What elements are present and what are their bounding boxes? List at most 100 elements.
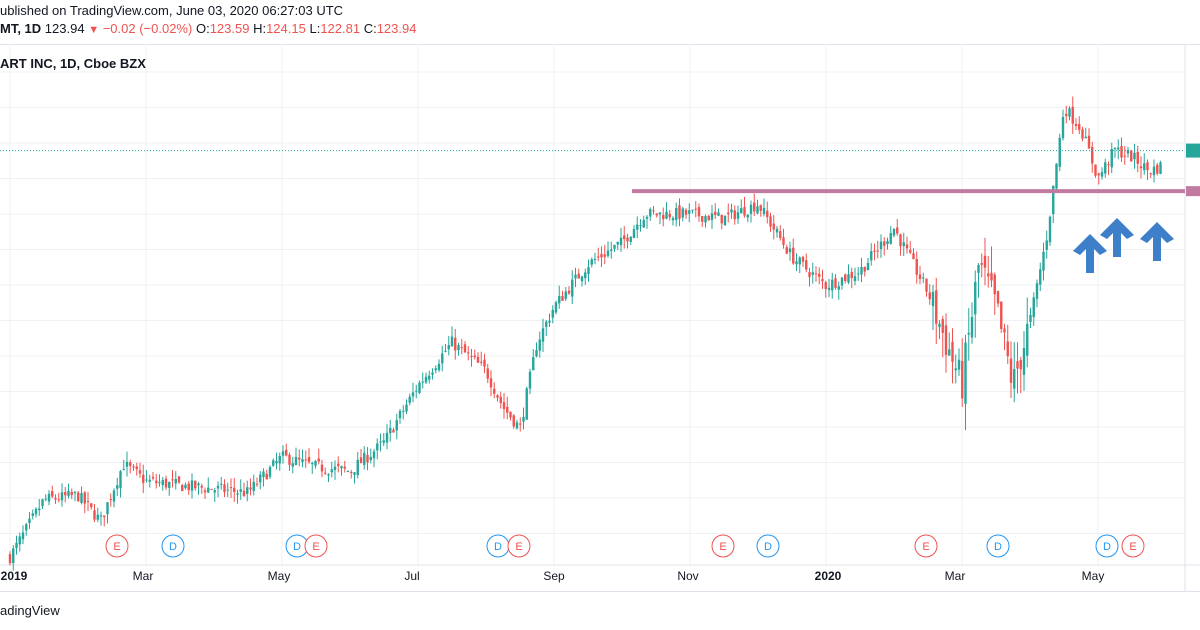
candle-body — [441, 353, 444, 364]
candle-body — [1110, 149, 1113, 168]
candle-body — [990, 272, 993, 281]
candle-body — [86, 501, 90, 503]
candle-body — [837, 286, 840, 290]
candle-body — [512, 415, 515, 427]
candle-body — [931, 291, 935, 307]
candle-body — [314, 460, 317, 466]
candle-body — [187, 483, 190, 491]
candle-body — [645, 216, 649, 219]
candle-body — [223, 484, 226, 493]
candle-body — [1035, 283, 1039, 299]
earnings-marker[interactable]: E — [105, 534, 129, 558]
dividend-marker[interactable]: D — [161, 534, 185, 558]
earnings-marker[interactable]: E — [914, 534, 938, 558]
candle-body — [467, 352, 470, 354]
candle-body — [454, 337, 457, 351]
candle-body — [307, 457, 311, 462]
candle-body — [603, 254, 606, 257]
candle-body — [808, 272, 811, 277]
dividend-marker[interactable]: D — [486, 534, 510, 558]
candle-body — [437, 363, 441, 371]
earnings-marker[interactable]: E — [711, 534, 735, 558]
candle-body — [795, 261, 798, 265]
candle-body — [356, 459, 359, 476]
candle-body — [181, 484, 184, 492]
candle-body — [1009, 358, 1013, 383]
candle-body — [320, 464, 324, 472]
candle-body — [967, 332, 970, 335]
event-label: D — [764, 541, 772, 553]
candle-body — [525, 388, 528, 420]
x-tick-label: Mar — [945, 569, 966, 583]
candle-body — [376, 443, 379, 451]
candle-body — [515, 422, 519, 429]
candle-body — [886, 240, 889, 245]
candle-body — [463, 344, 467, 353]
candle-body — [805, 260, 808, 270]
candle-body — [912, 253, 915, 260]
candle-body — [424, 376, 428, 383]
candle-body — [148, 479, 151, 482]
candle-body — [996, 291, 1000, 304]
candle-body — [1019, 359, 1022, 370]
candle-body — [298, 457, 301, 460]
candle-body — [366, 454, 369, 463]
candle-body — [405, 404, 408, 412]
event-circle — [711, 534, 735, 558]
dividend-marker[interactable]: D — [756, 534, 780, 558]
event-label: E — [113, 541, 120, 553]
candle-body — [70, 491, 73, 496]
candle-body — [538, 339, 541, 351]
candle-body — [96, 514, 99, 520]
candle-body — [889, 232, 892, 244]
event-label: E — [1129, 541, 1136, 553]
candle-body — [883, 241, 886, 246]
candle-body — [268, 466, 272, 477]
candle-body — [1058, 137, 1061, 167]
candle-body — [551, 309, 554, 318]
candle-body — [444, 350, 447, 352]
candle-body — [987, 273, 990, 277]
candle-body — [1000, 301, 1003, 329]
candle-body — [171, 479, 174, 481]
candle-body — [915, 259, 918, 275]
candle-body — [658, 212, 662, 215]
published-text: ublished on TradingView.com, June 03, 20… — [0, 3, 344, 18]
earnings-marker[interactable]: E — [304, 534, 328, 558]
earnings-marker[interactable]: E — [1121, 534, 1145, 558]
candle-body — [606, 250, 610, 256]
candle-body — [1107, 164, 1110, 166]
candle-body — [974, 281, 977, 315]
candle-body — [1130, 150, 1133, 162]
candle-body — [561, 296, 564, 301]
candle-body — [954, 368, 957, 371]
event-circle — [105, 534, 129, 558]
x-tick-label: May — [268, 569, 291, 583]
candle-body — [558, 295, 561, 304]
candle-body — [1159, 162, 1162, 174]
candle-body — [743, 207, 746, 216]
candle-body — [340, 466, 343, 469]
candle-body — [213, 490, 216, 493]
candle-body — [548, 320, 551, 323]
candle-body — [262, 471, 265, 478]
dividend-marker[interactable]: D — [986, 534, 1010, 558]
earnings-marker[interactable]: E — [507, 534, 531, 558]
candle-body — [64, 492, 67, 496]
dividend-marker[interactable]: D — [1095, 534, 1119, 558]
candle-body — [970, 316, 974, 338]
candle-body — [580, 276, 584, 282]
candle-body — [762, 207, 766, 215]
high-label: H: — [253, 21, 267, 36]
last-price-marker — [1186, 143, 1200, 158]
candle-body — [457, 345, 460, 351]
overlays — [0, 143, 1200, 273]
candle-body — [8, 554, 12, 564]
candle-body — [220, 483, 223, 485]
candle-body — [372, 451, 376, 459]
footer-divider — [0, 591, 1200, 592]
candle-body — [1097, 173, 1100, 176]
candle-body — [486, 368, 489, 379]
